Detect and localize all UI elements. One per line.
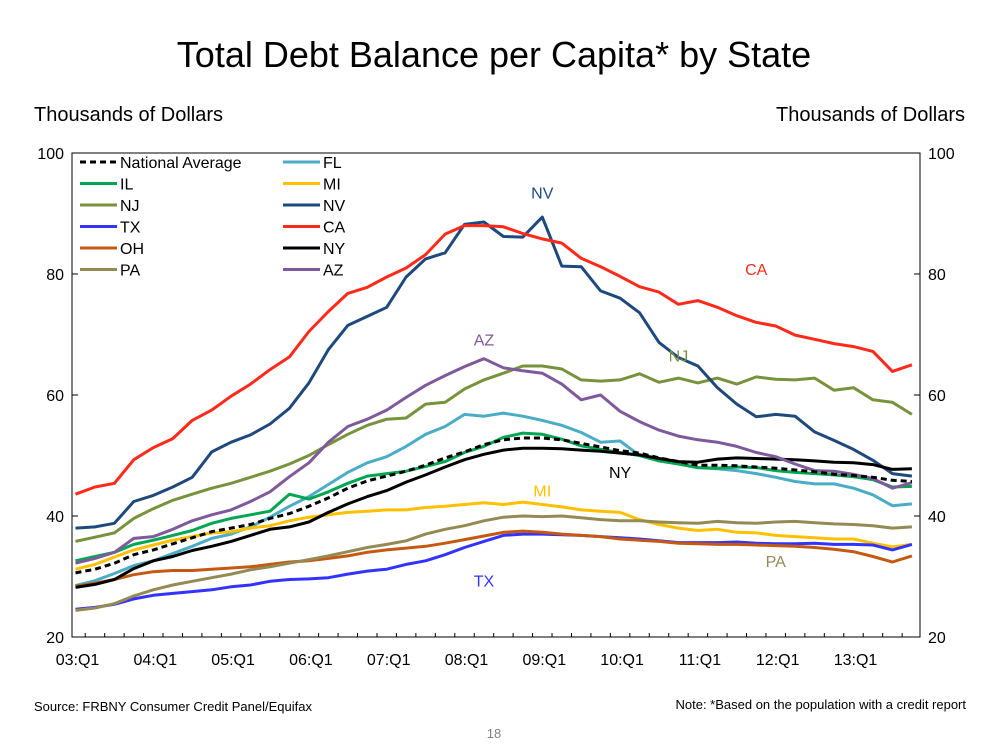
slide-title: Total Debt Balance per Capita* by State (177, 34, 811, 75)
legend-label-tx: TX (120, 220, 141, 237)
legend-label-oh: OH (120, 241, 144, 258)
annotation-nj: NJ (669, 349, 689, 366)
y-tick-label-left: 100 (37, 146, 64, 163)
source-note: Source: FRBNY Consumer Credit Panel/Equi… (34, 699, 312, 714)
series-line-mi (75, 500, 913, 571)
y-tick-label-right: 20 (928, 630, 946, 647)
legend-label-pa: PA (120, 263, 140, 280)
x-tick-label: 03:Q1 (56, 652, 100, 669)
series-annotations: NV CA AZ NJ NY MI PA TX (474, 185, 786, 590)
y-tick-label-left: 80 (46, 267, 64, 284)
x-tick-label: 04:Q1 (134, 652, 178, 669)
series-line-oh (75, 529, 913, 588)
annotation-ca: CA (745, 262, 768, 279)
series-line-ca (74, 224, 913, 496)
footnote: Note: *Based on the population with a cr… (675, 697, 966, 712)
y-tick-label-left: 20 (46, 630, 64, 647)
series-line-nv (75, 215, 913, 530)
y-tick-label-left: 60 (46, 388, 64, 405)
annotation-az: AZ (474, 332, 495, 349)
annotation-tx: TX (474, 574, 495, 591)
series-line-nj (75, 364, 913, 543)
series-line-il (75, 431, 912, 563)
series-line-national-average (75, 436, 912, 575)
series-line-pa (75, 514, 912, 612)
x-tick-label: 08:Q1 (445, 652, 489, 669)
y-axis-left: 20 40 60 80 100 (37, 146, 78, 647)
x-tick-label: 12:Q1 (756, 652, 800, 669)
legend-label-az: AZ (323, 263, 344, 280)
annotation-mi: MI (533, 484, 551, 501)
series-line-tx (75, 532, 913, 611)
legend-label-il: IL (120, 177, 133, 194)
legend-label-nv: NV (323, 198, 346, 215)
x-tick-label: 05:Q1 (211, 652, 255, 669)
annotation-nv: NV (531, 185, 554, 202)
series-line-ny (75, 446, 912, 589)
series-line-az (75, 357, 913, 565)
y-tick-label-right: 40 (928, 509, 946, 526)
y-tick-label-right: 80 (928, 267, 946, 284)
right-axis-unit: Thousands of Dollars (776, 104, 965, 126)
legend-label-national-average: National Average (120, 155, 242, 172)
y-tick-label-right: 100 (928, 146, 955, 163)
y-tick-label-right: 60 (928, 388, 946, 405)
left-axis-unit: Thousands of Dollars (34, 104, 223, 126)
x-tick-label: 07:Q1 (367, 652, 411, 669)
legend-label-nj: NJ (120, 198, 140, 215)
x-tick-label: 10:Q1 (600, 652, 644, 669)
legend-label-ca: CA (323, 220, 346, 237)
legend: National Average FL IL MI NJ NV TX CA OH NY PA AZ (80, 155, 346, 280)
series-line-fl (75, 411, 913, 588)
page-number: 18 (487, 726, 501, 741)
y-axis-right: 20 40 60 80 100 (914, 146, 955, 647)
x-axis: 03:Q1 04:Q1 05:Q1 06:Q1 07:Q1 08:Q1 09:Q1 10:Q1… (56, 633, 903, 669)
series-lines (74, 215, 913, 612)
y-tick-label-left: 40 (46, 509, 64, 526)
legend-label-fl: FL (323, 155, 342, 172)
x-tick-label: 11:Q1 (679, 652, 722, 669)
x-tick-label: 06:Q1 (289, 652, 333, 669)
legend-label-mi: MI (323, 177, 341, 194)
annotation-pa: PA (766, 554, 786, 571)
annotation-ny: NY (609, 465, 632, 482)
x-tick-label: 13:Q1 (834, 652, 878, 669)
x-tick-label: 09:Q1 (523, 652, 567, 669)
legend-label-ny: NY (323, 241, 346, 258)
